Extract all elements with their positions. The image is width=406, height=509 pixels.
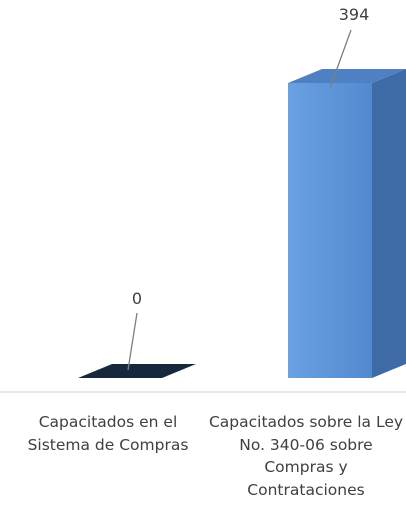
data-labels: 0 394 bbox=[132, 5, 369, 308]
bar-front-1 bbox=[288, 83, 372, 378]
leader-line-0 bbox=[127, 312, 138, 371]
bar-1 bbox=[288, 69, 406, 378]
bar-side-1 bbox=[372, 69, 406, 378]
bar-0 bbox=[78, 364, 196, 378]
data-label-leader-lines bbox=[127, 29, 352, 371]
leader-line-1 bbox=[329, 29, 352, 89]
bar-top-1 bbox=[288, 69, 406, 83]
category-label-ley-340-06: Capacitados sobre la Ley No. 340-06 sobr… bbox=[208, 413, 404, 499]
category-label-sistema-de-compras: Capacitados en el Sistema de Compras bbox=[27, 413, 189, 454]
bar-series bbox=[78, 69, 406, 378]
data-label-0: 0 bbox=[132, 289, 142, 308]
data-label-1: 394 bbox=[339, 5, 370, 24]
bar-top-0 bbox=[78, 364, 196, 378]
